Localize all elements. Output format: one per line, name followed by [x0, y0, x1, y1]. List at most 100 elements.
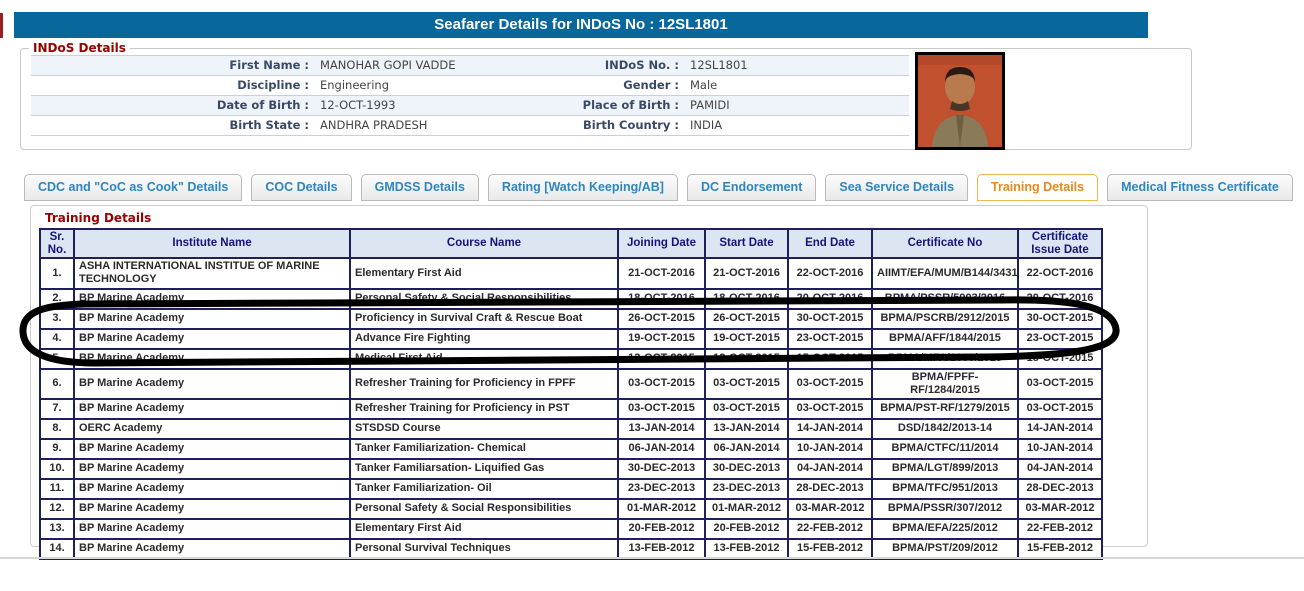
- cell-sr-no: 3.: [39, 307, 75, 330]
- column-header-institute-name: Institute Name: [73, 227, 351, 260]
- cell-joining-date: 06-JAN-2014: [617, 438, 706, 461]
- field-value: INDIA: [690, 118, 723, 132]
- cell-joining-date: 19-OCT-2015: [617, 327, 706, 350]
- cell-sr-no: 14.: [39, 538, 75, 561]
- cell-course-name: Personal Safety & Social Responsibilitie…: [349, 498, 619, 521]
- cell-sr-no: 10.: [39, 458, 75, 481]
- field-label: Birth Country :: [582, 118, 679, 132]
- cell-institute-name: OERC Academy: [73, 418, 351, 441]
- cell-sr-no: 8.: [39, 418, 75, 441]
- cell-institute-name: BP Marine Academy: [73, 367, 351, 401]
- cell-course-name: Elementary First Aid: [349, 518, 619, 541]
- cell-start-date: 30-DEC-2013: [704, 458, 789, 481]
- table-row: 2. BP Marine Academy Personal Safety & Soc…: [39, 287, 1103, 310]
- tab-cdc-and-coc-as-cook-details[interactable]: CDC and "CoC as Cook" Details: [24, 174, 243, 201]
- cell-certificate-issue-date: 23-OCT-2015: [1017, 327, 1103, 350]
- cell-start-date: 26-OCT-2015: [704, 307, 789, 330]
- field-label: Gender :: [623, 78, 679, 92]
- indos-details-rows: First Name : MANOHAR GOPI VADDE INDoS No. …: [31, 55, 909, 136]
- tab-gmdss-details[interactable]: GMDSS Details: [360, 174, 479, 201]
- cell-course-name: Refresher Training for Proficiency in PS…: [349, 398, 619, 421]
- training-table-body: 1. ASHA INTERNATIONAL INSTITUE OF MARINE …: [39, 257, 1103, 561]
- cell-certificate-no: DSD/1842/2013-14: [871, 418, 1019, 441]
- cell-joining-date: 03-OCT-2015: [617, 367, 706, 401]
- training-details-panel: Training Details Sr. No. Institute Name Co…: [30, 205, 1148, 561]
- cell-course-name: Advance Fire Fighting: [349, 327, 619, 350]
- column-header-start-date: Start Date: [704, 227, 789, 260]
- column-header-sr-no: Sr. No.: [39, 227, 75, 260]
- cell-sr-no: 2.: [39, 287, 75, 310]
- tab-coc-details[interactable]: COC Details: [251, 174, 352, 201]
- cell-sr-no: 7.: [39, 398, 75, 421]
- cell-sr-no: 5.: [39, 347, 75, 370]
- tabs: CDC and "CoC as Cook" Details COC Details…: [24, 174, 1293, 201]
- cell-end-date: 15-OCT-2015: [787, 347, 873, 370]
- training-table-header: Sr. No. Institute Name Course Name Joining …: [39, 227, 1103, 260]
- column-header-joining-date: Joining Date: [617, 227, 706, 260]
- column-header-certificate-no: Certificate No: [871, 227, 1019, 260]
- left-edge-artifact: [0, 13, 3, 38]
- cell-end-date: 03-MAR-2012: [787, 498, 873, 521]
- field-label: Place of Birth :: [582, 98, 679, 112]
- field-value: Engineering: [320, 78, 389, 92]
- cell-joining-date: 26-OCT-2015: [617, 307, 706, 330]
- table-row: 8. OERC Academy STSDSD Course 13-JAN-2014 13…: [39, 418, 1103, 441]
- cell-institute-name: BP Marine Academy: [73, 287, 351, 310]
- cell-end-date: 03-OCT-2015: [787, 367, 873, 401]
- indos-detail-row: First Name : MANOHAR GOPI VADDE INDoS No. …: [31, 55, 909, 76]
- tab-sea-service-details[interactable]: Sea Service Details: [825, 174, 969, 201]
- cell-institute-name: BP Marine Academy: [73, 518, 351, 541]
- cell-certificate-issue-date: 03-OCT-2015: [1017, 398, 1103, 421]
- cell-certificate-issue-date: 10-JAN-2014: [1017, 438, 1103, 461]
- cell-certificate-issue-date: 03-OCT-2015: [1017, 367, 1103, 401]
- indos-detail-row: Birth State : ANDHRA PRADESH Birth Country…: [31, 116, 909, 136]
- cell-sr-no: 13.: [39, 518, 75, 541]
- cell-course-name: Proficiency in Survival Craft & Rescue B…: [349, 307, 619, 330]
- table-row: 1. ASHA INTERNATIONAL INSTITUE OF MARINE …: [39, 257, 1103, 290]
- cell-course-name: Medical First Aid: [349, 347, 619, 370]
- bottom-divider: [0, 557, 1304, 559]
- tab-medical-fitness-certificate[interactable]: Medical Fitness Certificate: [1107, 174, 1293, 201]
- cell-end-date: 14-JAN-2014: [787, 418, 873, 441]
- column-header-course-name: Course Name: [349, 227, 619, 260]
- indos-detail-row: Discipline : Engineering Gender : Male: [31, 76, 909, 96]
- cell-course-name: Personal Safety & Social Responsibilitie…: [349, 287, 619, 310]
- cell-certificate-issue-date: 03-MAR-2012: [1017, 498, 1103, 521]
- cell-certificate-issue-date: 30-OCT-2015: [1017, 307, 1103, 330]
- cell-course-name: Tanker Familiarization- Oil: [349, 478, 619, 501]
- cell-institute-name: BP Marine Academy: [73, 458, 351, 481]
- field-value: MANOHAR GOPI VADDE: [320, 58, 456, 72]
- cell-certificate-no: BPMA/TFC/951/2013: [871, 478, 1019, 501]
- cell-joining-date: 23-DEC-2013: [617, 478, 706, 501]
- cell-certificate-issue-date: 28-DEC-2013: [1017, 478, 1103, 501]
- cell-start-date: 23-DEC-2013: [704, 478, 789, 501]
- cell-end-date: 23-OCT-2015: [787, 327, 873, 350]
- cell-sr-no: 12.: [39, 498, 75, 521]
- cell-institute-name: ASHA INTERNATIONAL INSTITUE OF MARINE TE…: [73, 257, 351, 290]
- cell-certificate-no: BPMA/AFF/1844/2015: [871, 327, 1019, 350]
- cell-certificate-issue-date: 14-JAN-2014: [1017, 418, 1103, 441]
- cell-course-name: Personal Survival Techniques: [349, 538, 619, 561]
- cell-start-date: 18-OCT-2016: [704, 287, 789, 310]
- tab-dc-endorsement[interactable]: DC Endorsement: [686, 174, 817, 201]
- table-row: 6. BP Marine Academy Refresher Training fo…: [39, 367, 1103, 401]
- cell-start-date: 21-OCT-2016: [704, 257, 789, 290]
- cell-institute-name: BP Marine Academy: [73, 347, 351, 370]
- field-value: PAMIDI: [690, 98, 730, 112]
- tab-training-details[interactable]: Training Details: [977, 174, 1099, 201]
- tab-rating-watch-keeping-ab[interactable]: Rating [Watch Keeping/AB]: [487, 174, 678, 201]
- training-table: Sr. No. Institute Name Course Name Joining …: [39, 227, 1103, 561]
- table-row: 4. BP Marine Academy Advance Fire Fighting…: [39, 327, 1103, 350]
- table-row: 12. BP Marine Academy Personal Safety & So…: [39, 498, 1103, 521]
- cell-joining-date: 12-OCT-2015: [617, 347, 706, 370]
- cell-institute-name: BP Marine Academy: [73, 438, 351, 461]
- indos-detail-row: Date of Birth : 12-OCT-1993 Place of Birth…: [31, 96, 909, 116]
- column-header-certificate-issue-date: Certificate Issue Date: [1017, 227, 1103, 260]
- cell-certificate-no: BPMA/PSSR/307/2012: [871, 498, 1019, 521]
- cell-end-date: 20-OCT-2016: [787, 287, 873, 310]
- cell-end-date: 03-OCT-2015: [787, 398, 873, 421]
- cell-end-date: 04-JAN-2014: [787, 458, 873, 481]
- field-value: 12SL1801: [690, 58, 748, 72]
- field-value: ANDHRA PRADESH: [320, 118, 428, 132]
- cell-start-date: 13-JAN-2014: [704, 418, 789, 441]
